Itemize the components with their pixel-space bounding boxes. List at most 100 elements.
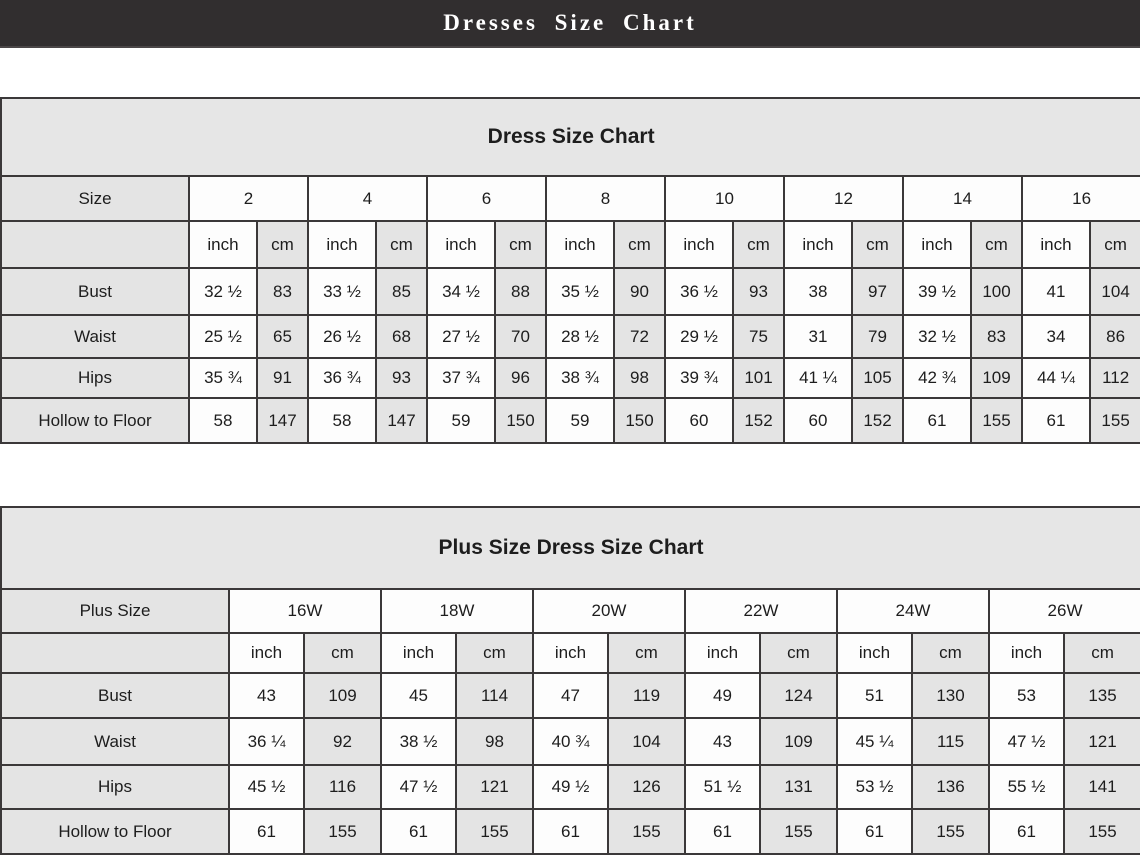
unit-header-cell-cm: cm [375,220,428,269]
unit-header-cell-inch: inch [902,220,972,269]
measurement-cell: 96 [494,357,547,399]
measurement-cell: 152 [732,397,785,444]
table-title: Dress Size Chart [0,97,1140,177]
measurement-cell: 61 [902,397,972,444]
measurement-cell: 93 [732,267,785,316]
unit-header-cell-inch: inch [1021,220,1091,269]
row-label-cell: Waist [0,314,190,359]
measurement-cell: 68 [375,314,428,359]
unit-header-cell-cm: cm [1062,632,1140,674]
measurement-cell: 85 [375,267,428,316]
measurement-cell: 55 ½ [988,764,1065,810]
measurement-cell: 91 [256,357,309,399]
measurement-cell: 135 [1062,672,1140,719]
measurement-cell: 90 [613,267,666,316]
unit-header-cell-inch: inch [532,632,609,674]
measurement-cell: 61 [1021,397,1091,444]
measurement-cell: 147 [375,397,428,444]
size-header-row: Size 2 4 6 8 10 12 14 16 [0,175,1140,222]
measurement-cell: 93 [375,357,428,399]
measurement-cell: 98 [455,717,534,766]
unit-header-cell-cm: cm [607,632,686,674]
measurement-cell: 131 [759,764,838,810]
size-header-cell: 16W [228,588,382,634]
measurement-cell: 105 [851,357,904,399]
measurement-cell: 53 ½ [836,764,913,810]
measurement-cell: 28 ½ [545,314,615,359]
unit-header-cell-inch: inch [426,220,496,269]
measurement-cell: 25 ½ [188,314,258,359]
measurement-cell: 43 [684,717,761,766]
measurement-cell: 100 [970,267,1023,316]
unit-header-cell-inch: inch [188,220,258,269]
measurement-cell: 155 [970,397,1023,444]
plus-size-table: Plus Size Dress Size Chart Plus Size 16W 18… [0,506,1140,855]
unit-row-spacer-cell [0,220,190,269]
measurement-cell: 86 [1088,314,1140,359]
unit-header-cell-cm: cm [303,632,382,674]
page-banner: Dresses Size Chart [0,0,1140,48]
measurement-cell: 45 ¼ [836,717,913,766]
measurement-cell: 36 ¼ [228,717,305,766]
measurement-cell: 88 [494,267,547,316]
measurement-cell: 109 [303,672,382,719]
size-label-cell: Size [0,175,190,222]
measurement-cell: 38 ¾ [545,357,615,399]
measurement-cell: 43 [228,672,305,719]
row-label-cell: Hips [0,764,230,810]
measurement-cell: 36 ¾ [307,357,377,399]
measurement-cell: 104 [607,717,686,766]
size-header-cell: 26W [987,588,1140,634]
unit-header-cell-cm: cm [732,220,785,269]
measurement-cell: 75 [732,314,785,359]
size-label-cell: Plus Size [0,588,230,634]
measurement-cell: 45 [380,672,457,719]
size-header-cell: 12 [783,175,904,222]
measurement-cell: 60 [664,397,734,444]
row-label-cell: Hollow to Floor [0,808,230,855]
unit-header-cell-cm: cm [970,220,1023,269]
row-label-cell: Bust [0,672,230,719]
row-label-cell: Bust [0,267,190,316]
unit-header-cell-inch: inch [545,220,615,269]
measurement-cell: 53 [988,672,1065,719]
measurement-cell: 38 [783,267,853,316]
table-title: Plus Size Dress Size Chart [0,506,1140,590]
row-label-cell: Waist [0,717,230,766]
page-banner-title: Dresses Size Chart [443,10,697,35]
measurement-cell: 155 [303,808,382,855]
measurement-cell: 124 [759,672,838,719]
unit-header-cell-cm: cm [1088,220,1140,269]
measurement-cell: 104 [1088,267,1140,316]
unit-header-cell-inch: inch [988,632,1065,674]
measurement-cell: 147 [256,397,309,444]
measurement-cell: 97 [851,267,904,316]
measurement-cell: 49 [684,672,761,719]
measurement-cell: 41 [1021,267,1091,316]
measurement-cell: 47 [532,672,609,719]
unit-header-cell-inch: inch [783,220,853,269]
measurement-cell: 112 [1088,357,1140,399]
measurement-cell: 61 [684,808,761,855]
measurement-cell: 32 ½ [902,314,972,359]
unit-header-cell-inch: inch [836,632,913,674]
unit-header-row: inch cm inch cm inch cm inch cm inch cm inch cm [0,632,1140,674]
measurement-cell: 49 ½ [532,764,609,810]
measurement-cell: 35 ¾ [188,357,258,399]
unit-header-cell-cm: cm [759,632,838,674]
measurement-cell: 109 [759,717,838,766]
measurement-cell: 35 ½ [545,267,615,316]
measurement-cell: 31 [783,314,853,359]
measurement-cell: 155 [759,808,838,855]
measurement-cell: 42 ¾ [902,357,972,399]
unit-header-cell-inch: inch [664,220,734,269]
measurement-cell: 65 [256,314,309,359]
measurement-cell: 58 [188,397,258,444]
measurement-cell: 114 [455,672,534,719]
unit-header-cell-cm: cm [256,220,309,269]
size-header-cell: 18W [380,588,534,634]
measurement-cell: 60 [783,397,853,444]
measurement-cell: 101 [732,357,785,399]
size-header-cell: 20W [532,588,686,634]
unit-header-cell-inch: inch [684,632,761,674]
